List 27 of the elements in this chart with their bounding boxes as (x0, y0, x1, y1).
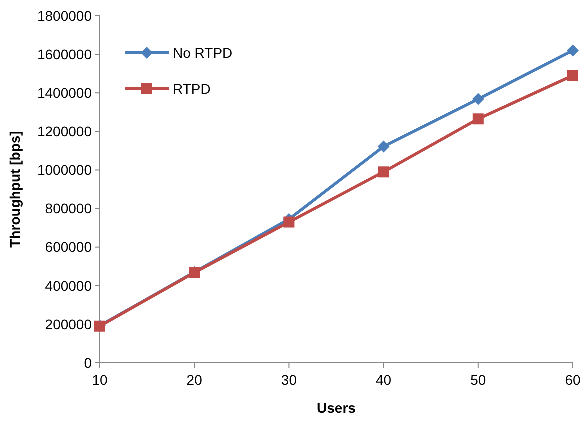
y-tick-label: 800000 (45, 200, 92, 217)
x-tick-label: 10 (92, 372, 108, 388)
x-tick-label: 60 (565, 372, 581, 388)
point (284, 216, 295, 228)
y-tick-label: 1200000 (37, 124, 92, 140)
legend-label: No RTPD (173, 44, 233, 61)
x-tick-label: 20 (186, 372, 203, 388)
y-tick-label: 1600000 (37, 46, 92, 62)
y-tick-label: 1800000 (37, 8, 92, 24)
x-axis-title: Users (317, 400, 356, 416)
point (378, 140, 390, 153)
y-tick-label: 400000 (45, 278, 92, 294)
y-tick-label: 600000 (45, 239, 92, 256)
y-tick-label: 1400000 (37, 85, 92, 102)
y-tick-label: 1000000 (37, 162, 92, 178)
y-tick-label: 200000 (45, 316, 92, 332)
x-tick-label: 40 (376, 372, 392, 388)
point (378, 166, 390, 178)
point (472, 93, 484, 106)
point (567, 44, 579, 57)
x-tick-label: 30 (281, 372, 298, 388)
point (568, 70, 578, 82)
y-axis-title: Throughput [bps] (7, 131, 23, 248)
x-tick-label: 50 (470, 372, 486, 388)
legend-label: RTPD (173, 80, 211, 97)
point (472, 114, 484, 125)
y-tick-label: 0 (84, 354, 92, 371)
